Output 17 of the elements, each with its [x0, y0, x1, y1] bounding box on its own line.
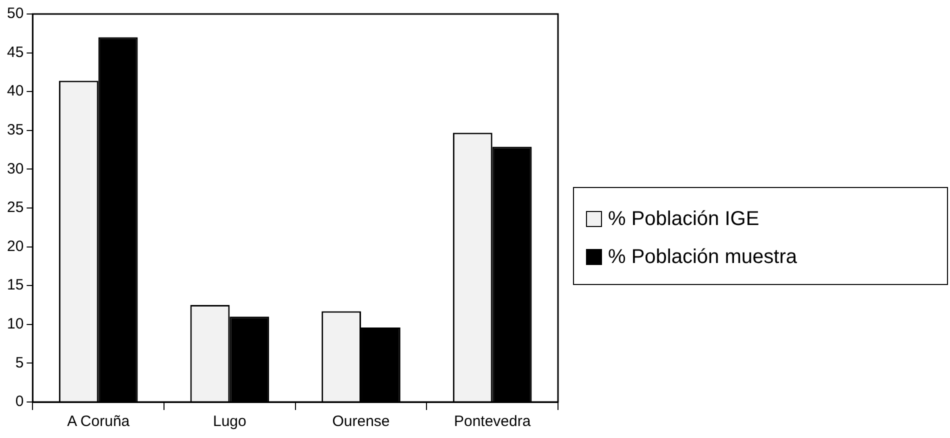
y-tick-label: 40: [6, 82, 24, 100]
y-tick-label: 0: [15, 393, 24, 410]
x-tick-label: A Coruña: [67, 413, 130, 430]
x-tick-label: Lugo: [212, 413, 246, 430]
y-tick-label: 30: [6, 160, 24, 178]
y-tick-label: 10: [6, 316, 24, 333]
y-tick-label: 50: [6, 5, 24, 22]
legend-label: % Población muestra: [608, 246, 797, 268]
y-tick-label: 45: [6, 44, 24, 61]
y-tick-label: 25: [6, 199, 24, 216]
legend-label: % Población IGE: [608, 208, 760, 230]
y-tick-label: 5: [15, 354, 24, 372]
y-tick-label: 20: [6, 238, 24, 255]
y-tick-label: 35: [6, 122, 24, 139]
x-tick-label: Ourense: [332, 413, 390, 430]
x-tick-label: Pontevedra: [454, 413, 532, 430]
y-tick-label: 15: [6, 276, 24, 294]
